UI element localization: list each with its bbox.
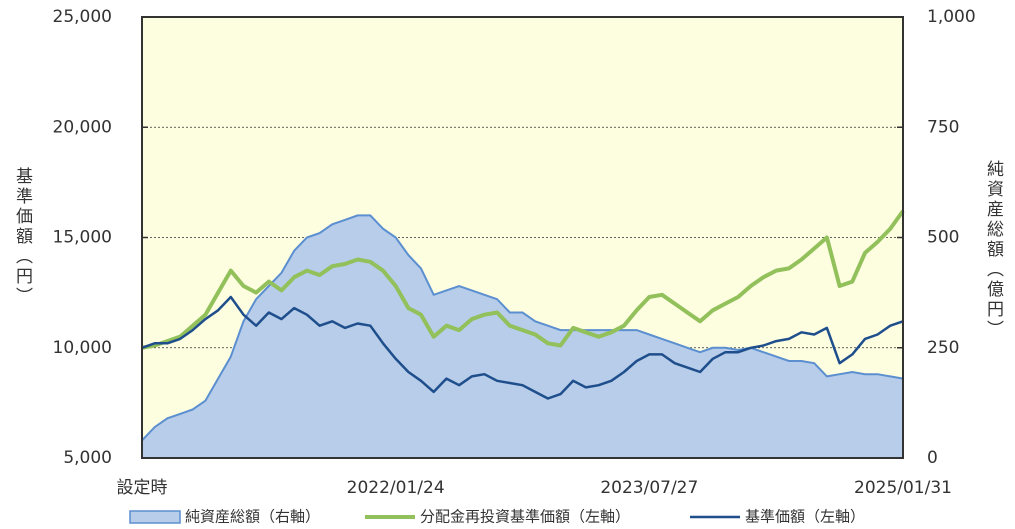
area	[141, 214, 904, 459]
x-tick-label: 2025/01/31	[854, 478, 952, 498]
y2-axis-title: 純資産総額（億円）	[983, 160, 1004, 340]
y2-tick-label: 1,000	[927, 7, 976, 27]
legend-label: 基準価額（左軸）	[745, 508, 865, 526]
x-tick-label: 2022/01/24	[347, 478, 445, 498]
y-axis-title: 基準価額（円）	[12, 167, 33, 307]
y-tick-label: 10,000	[53, 338, 112, 358]
legend-label: 分配金再投資基準価額（左軸）	[420, 508, 630, 526]
line	[141, 209, 905, 350]
y-tick-label: 5,000	[63, 448, 112, 468]
line	[141, 295, 904, 400]
y2-tick-label: 250	[927, 338, 959, 358]
x-tick-label: 設定時	[117, 478, 168, 498]
y2-tick-label: 750	[927, 117, 959, 137]
y-tick-label: 15,000	[53, 228, 112, 248]
plot-frame	[141, 16, 904, 459]
legend-swatch	[129, 510, 181, 524]
legend-label: 純資産総額（右軸）	[185, 508, 320, 526]
x-tick-label: 2023/07/27	[600, 478, 698, 498]
y2-tick-label: 500	[927, 228, 959, 248]
y-tick-label: 25,000	[53, 7, 112, 27]
y-tick-label: 20,000	[53, 117, 112, 137]
y2-tick-label: 0	[927, 448, 938, 468]
